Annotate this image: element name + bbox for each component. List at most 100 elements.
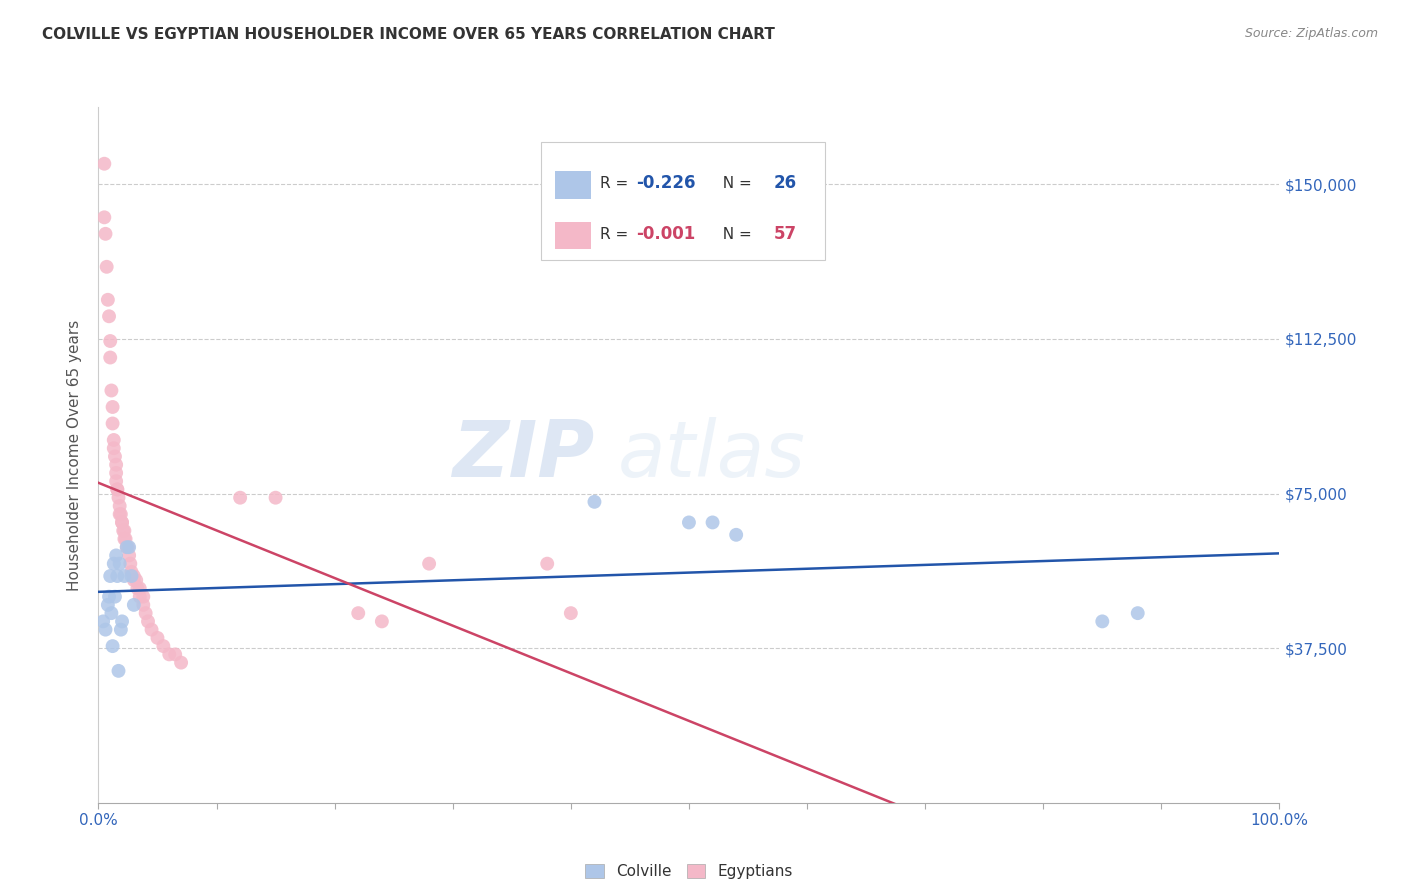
Point <box>98 310 121 324</box>
Point <box>128 582 150 596</box>
Point <box>93 157 115 171</box>
Point <box>122 569 145 583</box>
Point <box>157 648 180 662</box>
Point <box>264 491 287 505</box>
Text: R =: R = <box>600 227 634 242</box>
Text: R =: R = <box>600 176 634 191</box>
Point <box>347 606 370 620</box>
Y-axis label: Householder Income Over 65 years: Householder Income Over 65 years <box>67 319 83 591</box>
Point <box>117 540 139 554</box>
Text: 26: 26 <box>773 174 797 192</box>
FancyBboxPatch shape <box>555 170 591 199</box>
Point <box>118 540 141 554</box>
Point <box>108 507 131 521</box>
Point <box>678 516 700 530</box>
Point <box>1091 615 1114 629</box>
Point <box>121 569 143 583</box>
Point <box>141 623 163 637</box>
Point <box>170 656 193 670</box>
Point <box>107 491 129 505</box>
Point <box>112 569 135 583</box>
Point <box>112 524 135 538</box>
Point <box>101 400 124 414</box>
Text: 57: 57 <box>773 225 797 244</box>
Point <box>103 557 125 571</box>
Point <box>97 598 120 612</box>
Point <box>111 516 134 530</box>
Text: Source: ZipAtlas.com: Source: ZipAtlas.com <box>1244 27 1378 40</box>
Point <box>127 582 149 596</box>
Point <box>93 211 115 225</box>
Point <box>115 540 138 554</box>
Point <box>98 334 121 348</box>
Point <box>165 648 187 662</box>
Point <box>122 598 145 612</box>
Point <box>103 433 125 447</box>
Point <box>111 516 134 530</box>
Point <box>94 623 117 637</box>
Point <box>112 524 135 538</box>
Point <box>132 598 155 612</box>
Point <box>105 483 128 497</box>
Text: COLVILLE VS EGYPTIAN HOUSEHOLDER INCOME OVER 65 YEARS CORRELATION CHART: COLVILLE VS EGYPTIAN HOUSEHOLDER INCOME … <box>42 27 775 42</box>
Legend: Colville, Egyptians: Colville, Egyptians <box>579 858 799 886</box>
Point <box>120 557 142 571</box>
Point <box>418 557 440 571</box>
Point <box>91 615 114 629</box>
Point <box>105 483 128 497</box>
Point <box>108 499 131 513</box>
Point <box>132 590 155 604</box>
Point <box>229 491 252 505</box>
Point <box>105 466 128 480</box>
Text: ZIP: ZIP <box>453 417 595 493</box>
Point <box>136 615 159 629</box>
Point <box>114 532 136 546</box>
Point <box>98 351 121 365</box>
Point <box>125 573 148 587</box>
Point <box>121 565 143 579</box>
Point <box>101 417 124 431</box>
Point <box>108 557 131 571</box>
Text: N =: N = <box>713 176 756 191</box>
Point <box>105 549 128 563</box>
Point <box>105 569 128 583</box>
Point <box>105 458 128 472</box>
Point <box>110 507 132 521</box>
Point <box>107 664 129 678</box>
Point <box>112 532 135 546</box>
Point <box>122 573 145 587</box>
Point <box>725 528 748 542</box>
Point <box>702 516 724 530</box>
Point <box>100 384 122 398</box>
Point <box>536 557 558 571</box>
Text: atlas: atlas <box>619 417 806 493</box>
Point <box>560 606 582 620</box>
Point <box>96 260 118 274</box>
Point <box>98 590 121 604</box>
FancyBboxPatch shape <box>541 142 825 260</box>
FancyBboxPatch shape <box>555 221 591 250</box>
Point <box>110 623 132 637</box>
Point <box>371 615 394 629</box>
Point <box>94 227 117 241</box>
Point <box>135 606 157 620</box>
Point <box>101 639 124 653</box>
Point <box>115 540 138 554</box>
Point <box>118 549 141 563</box>
Point <box>100 606 122 620</box>
Point <box>104 590 127 604</box>
Point <box>128 590 150 604</box>
Point <box>97 293 120 307</box>
Point <box>103 441 125 455</box>
Point <box>98 569 121 583</box>
Text: -0.001: -0.001 <box>636 225 695 244</box>
Point <box>146 631 169 645</box>
Point <box>1126 606 1149 620</box>
Point <box>105 474 128 488</box>
Point <box>152 639 174 653</box>
Point <box>111 615 134 629</box>
Point <box>104 450 127 464</box>
Point <box>583 495 606 509</box>
Text: -0.226: -0.226 <box>636 174 696 192</box>
Text: N =: N = <box>713 227 756 242</box>
